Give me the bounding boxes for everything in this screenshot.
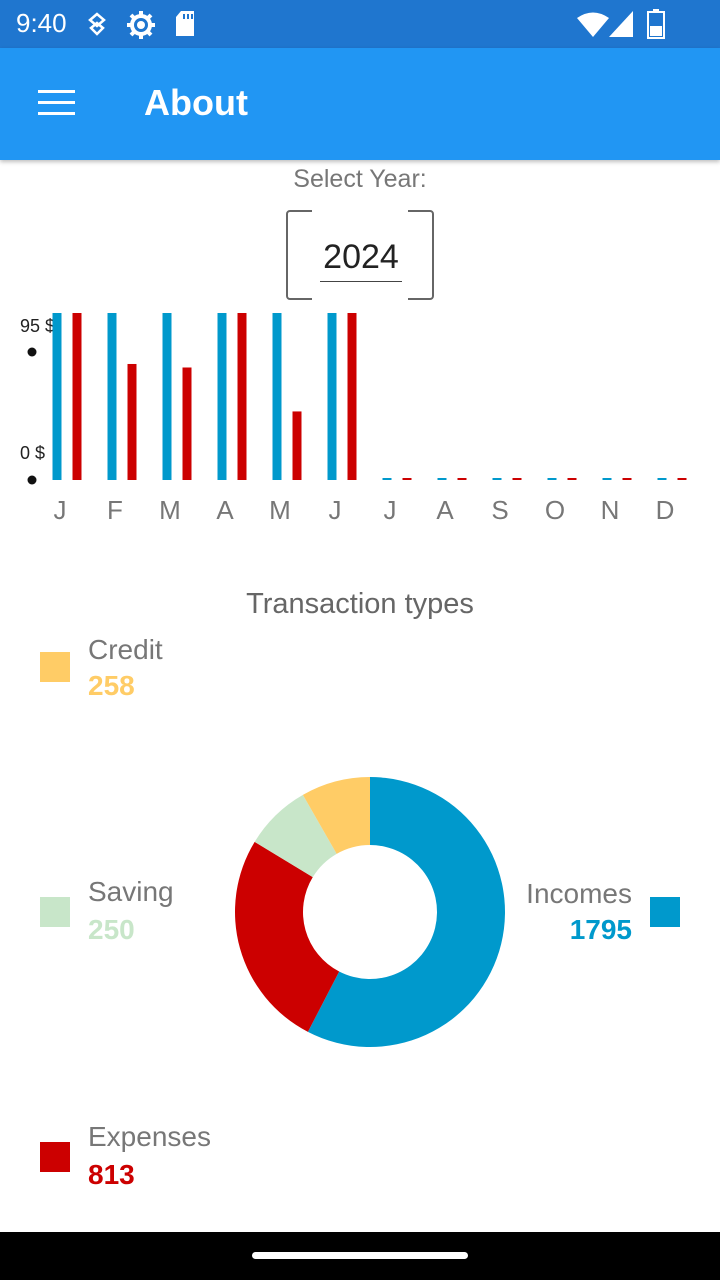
x-tick-label: J	[384, 495, 397, 525]
bar-expense	[677, 478, 687, 480]
y-tick-label: 95 $	[20, 316, 55, 336]
x-tick-label: O	[545, 495, 565, 525]
bar-income	[657, 478, 667, 480]
x-tick-label: F	[107, 495, 123, 525]
monthly-bar-chart: 95 $ 0 $ J F M A M J J A S O N D	[0, 305, 720, 535]
transaction-types-title: Transaction types	[246, 588, 474, 620]
page-title: About	[144, 82, 248, 123]
shield-key-icon	[88, 12, 106, 36]
bar-income	[492, 478, 502, 480]
transaction-types-donut	[230, 772, 510, 1052]
wifi-icon	[577, 12, 609, 37]
hamburger-menu-icon[interactable]	[24, 76, 88, 132]
expenses-swatch	[40, 1142, 70, 1172]
bar-expense	[237, 313, 247, 480]
donut-slice-expenses	[234, 841, 340, 1032]
legend-credit-value: 258	[88, 670, 135, 701]
x-tick-label: M	[159, 495, 181, 525]
bar-income	[437, 478, 447, 480]
bar-expense	[567, 478, 577, 480]
status-time: 9:40	[16, 8, 67, 38]
bar-expense	[182, 367, 192, 480]
legend-saving-value: 250	[88, 914, 135, 945]
bar-expense	[512, 478, 522, 480]
donut-slice-credit	[302, 777, 370, 854]
bar-income	[272, 313, 282, 480]
legend-saving: Saving 250	[40, 874, 240, 945]
donut-slice-incomes	[307, 777, 505, 1047]
bar-expense	[292, 411, 302, 480]
legend-credit: Credit 258	[40, 632, 240, 702]
bar-income	[382, 478, 392, 480]
x-tick-label: A	[216, 495, 234, 525]
legend-expenses-name: Expenses	[88, 1121, 211, 1152]
bar-income	[547, 478, 557, 480]
y-tick-label: 0 $	[20, 443, 45, 463]
home-gesture-handle[interactable]	[252, 1252, 468, 1259]
bar-expense	[72, 313, 82, 480]
status-bar: 9:40	[0, 0, 720, 48]
saving-swatch	[40, 897, 70, 927]
bar-income	[52, 313, 62, 480]
legend-expenses-value: 813	[88, 1159, 135, 1190]
system-nav-bar	[0, 1232, 720, 1280]
bar-expense	[622, 478, 632, 480]
year-value[interactable]: 2024	[320, 238, 402, 282]
legend-incomes-value: 1795	[569, 914, 632, 945]
gear-icon	[127, 11, 155, 39]
bar-income	[327, 313, 337, 480]
x-tick-label: S	[491, 495, 508, 525]
bar-income	[162, 313, 172, 480]
bar-chart-svg: 95 $ 0 $ J F M A M J J A S O N D	[20, 313, 687, 525]
legend-expenses: Expenses 813	[40, 1119, 260, 1190]
bar-expense	[127, 363, 137, 480]
y-tick-dot	[27, 347, 37, 357]
donut-slice-saving	[254, 794, 337, 878]
bar-income	[107, 313, 117, 480]
x-tick-label: A	[436, 495, 454, 525]
x-tick-label: J	[54, 495, 67, 525]
sd-card-icon	[176, 11, 194, 36]
bar-expense	[347, 313, 357, 480]
credit-swatch	[40, 652, 70, 682]
bar-expense	[457, 478, 467, 480]
donut-chart-svg	[234, 777, 505, 1047]
x-tick-label: J	[329, 495, 342, 525]
incomes-swatch	[650, 897, 680, 927]
bar-expense	[402, 478, 412, 480]
legend-credit-name: Credit	[88, 634, 163, 665]
y-tick-dot	[27, 475, 37, 485]
x-tick-label: D	[656, 495, 675, 525]
year-picker[interactable]: 2024	[286, 209, 434, 304]
select-year-label: Select Year:	[293, 165, 427, 193]
battery-icon	[647, 9, 665, 39]
app-bar: About	[0, 48, 720, 160]
legend-saving-name: Saving	[88, 876, 174, 907]
x-tick-label: N	[601, 495, 620, 525]
cell-signal-icon	[609, 11, 633, 37]
bar-income	[217, 313, 227, 480]
x-tick-label: M	[269, 495, 291, 525]
bar-income	[602, 478, 612, 480]
legend-incomes-name: Incomes	[526, 878, 632, 909]
legend-incomes: Incomes 1795	[500, 876, 680, 946]
